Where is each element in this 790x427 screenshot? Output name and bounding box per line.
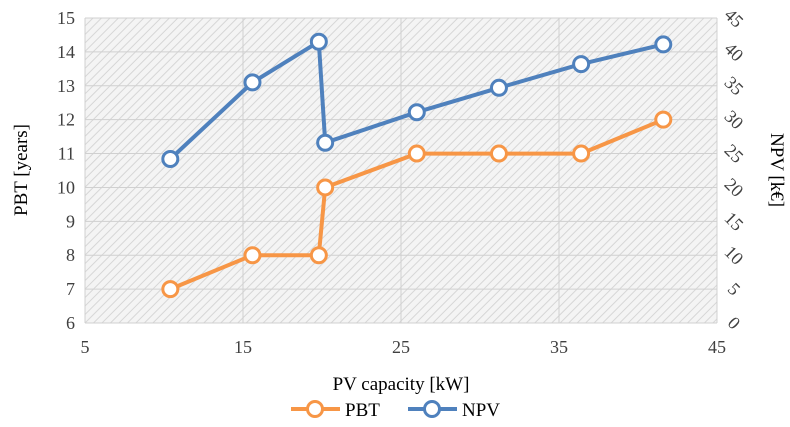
data-point-pbt [309, 246, 328, 265]
data-point-npv [572, 55, 591, 74]
x-tick-label: 25 [392, 337, 410, 357]
y-tick-label: 12 [57, 110, 75, 130]
data-point-npv [243, 73, 262, 92]
y2-tick-label: 5 [724, 279, 745, 300]
series-points [161, 32, 673, 299]
series-line-pbt [169, 117, 665, 291]
data-point-npv [489, 78, 508, 97]
data-point-pbt [316, 178, 335, 197]
data-point-pbt [654, 110, 673, 129]
x-tick-label: 45 [708, 337, 726, 357]
legend-marker-npv [423, 400, 441, 418]
data-point-pbt [489, 144, 508, 163]
data-point-npv [316, 133, 335, 152]
y2-tick-label: 15 [721, 208, 748, 235]
y2-tick-label: 30 [721, 106, 748, 133]
legend-label-pbt: PBT [345, 400, 380, 421]
y-tick-label: 7 [66, 279, 75, 299]
x-axis-label: PV capacity [kW] [333, 374, 470, 395]
legend-item-pbt: PBT [291, 400, 380, 421]
x-tick-label: 15 [234, 337, 252, 357]
y2-tick-label: 40 [721, 38, 748, 65]
y-axis-label: PBT [years] [11, 124, 32, 216]
data-point-npv [407, 103, 426, 122]
y2-tick-label: 0 [724, 313, 745, 334]
y-tick-label: 6 [66, 313, 75, 333]
y-tick-label: 13 [57, 76, 75, 96]
data-point-npv [161, 149, 180, 168]
y-tick-label: 14 [57, 42, 75, 62]
series-lines [168, 39, 665, 291]
legend: PBT NPV [291, 400, 500, 421]
y2-tick-label: 35 [721, 72, 748, 99]
series-line-npv [168, 39, 664, 161]
y2-tick-label: 25 [721, 140, 748, 167]
data-point-pbt [243, 246, 262, 265]
y2-tick-label: 10 [721, 242, 748, 269]
x-tick-label: 5 [81, 337, 90, 357]
data-point-pbt [407, 144, 426, 163]
data-point-npv [309, 32, 328, 51]
legend-label-npv: NPV [462, 400, 500, 421]
x-tick-label: 35 [550, 337, 568, 357]
legend-item-npv: NPV [408, 400, 500, 421]
y-tick-label: 8 [66, 245, 75, 265]
data-point-pbt [161, 280, 180, 299]
data-point-npv [654, 35, 673, 54]
y2-tick-label: 45 [721, 5, 748, 32]
data-point-pbt [572, 144, 591, 163]
y-tick-label: 9 [66, 211, 75, 231]
legend-marker-pbt [306, 400, 324, 418]
y-tick-label: 15 [57, 8, 75, 28]
y-tick-label: 10 [57, 177, 75, 197]
y2-tick-label: 20 [721, 174, 748, 201]
grid [84, 17, 718, 324]
y2-axis-label: NPV [k€] [766, 133, 787, 207]
y-tick-label: 11 [58, 144, 75, 164]
